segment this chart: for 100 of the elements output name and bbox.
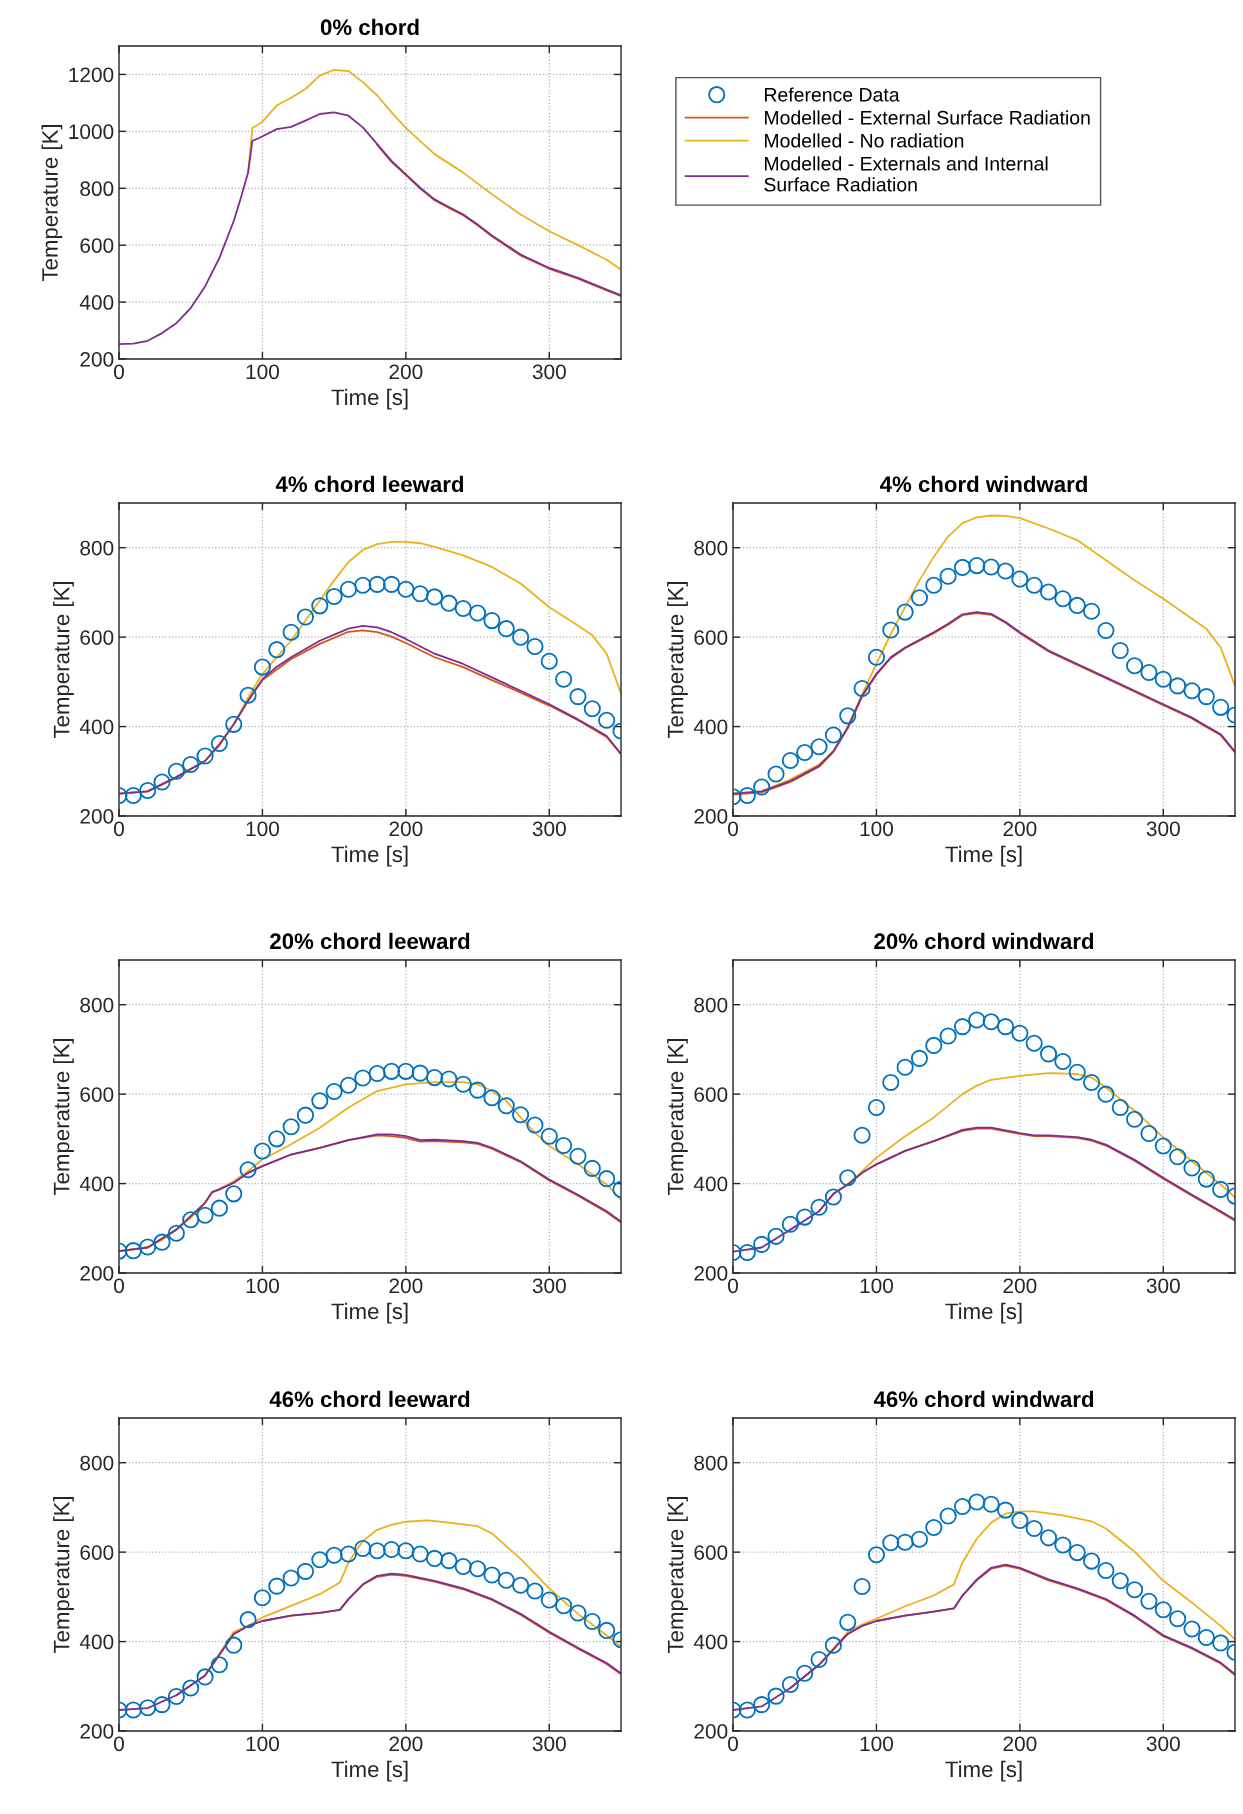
- point: [167, 762, 185, 780]
- point: [1039, 1045, 1058, 1063]
- point: [339, 580, 358, 598]
- point: [325, 587, 343, 605]
- point: [1025, 1519, 1043, 1537]
- point: [824, 1188, 842, 1206]
- point: [1140, 1124, 1158, 1143]
- point: [268, 1577, 286, 1595]
- point: [583, 1612, 601, 1630]
- point: [896, 603, 914, 621]
- x-tick-label: 200: [1003, 821, 1037, 837]
- y-axis-title: Temperature [K]: [53, 582, 74, 739]
- point: [968, 1011, 986, 1029]
- x-tick-label: 0: [114, 1736, 124, 1752]
- point: [810, 1198, 828, 1216]
- point: [1025, 576, 1043, 594]
- y-tick-label: 200: [80, 1724, 114, 1739]
- x-tick-label: 100: [246, 821, 279, 837]
- chart-title: 46% chord windward: [873, 1390, 1094, 1408]
- point: [210, 1199, 228, 1217]
- x-tick-label: 100: [246, 364, 279, 380]
- x-tick-label: 0: [114, 364, 124, 380]
- point: [1083, 1552, 1101, 1570]
- point: [425, 1549, 444, 1567]
- point: [153, 1233, 171, 1251]
- point: [1068, 1063, 1086, 1081]
- point: [497, 1571, 515, 1589]
- point: [354, 1540, 372, 1558]
- point: [569, 688, 587, 706]
- point: [796, 1664, 814, 1682]
- point: [781, 1215, 799, 1233]
- point: [268, 1130, 286, 1148]
- line-series: [247, 68, 621, 271]
- point: [139, 1238, 157, 1256]
- point: [1111, 642, 1129, 660]
- point: [896, 1533, 914, 1551]
- point: [853, 1126, 871, 1144]
- y-tick-label: 200: [694, 1266, 728, 1281]
- y-tick-label: 400: [79, 295, 114, 310]
- point: [925, 576, 943, 594]
- x-tick-label: 300: [1146, 1736, 1180, 1752]
- point: [953, 1018, 972, 1036]
- point: [767, 765, 785, 783]
- chart-title: 0% chord: [320, 18, 419, 36]
- point: [397, 1542, 415, 1560]
- point: [1183, 682, 1201, 700]
- point: [1126, 657, 1144, 675]
- point: [882, 621, 900, 639]
- point: [167, 1224, 185, 1242]
- x-axis-title: Time [s]: [331, 388, 408, 410]
- point: [810, 1650, 828, 1669]
- y-tick-label: 400: [693, 719, 728, 735]
- point: [1197, 688, 1215, 706]
- point: [738, 1243, 756, 1261]
- point: [1025, 1034, 1043, 1052]
- legend-label: Modelled - Externals and Internal Surface Radiation: [764, 156, 1048, 192]
- point: [382, 575, 401, 593]
- point: [454, 599, 472, 618]
- x-tick-label: 100: [860, 1278, 893, 1294]
- point: [796, 1208, 814, 1226]
- point: [540, 1591, 558, 1609]
- x-tick-label: 300: [532, 1278, 566, 1294]
- point: [425, 588, 444, 606]
- point: [583, 1159, 601, 1177]
- y-tick-label: 400: [79, 1176, 114, 1192]
- y-axis-title: Temperature [K]: [53, 1039, 74, 1196]
- x-tick-label: 200: [389, 364, 423, 380]
- y-axis-title: Temperature [K]: [41, 125, 63, 282]
- point: [1054, 590, 1072, 608]
- point: [1054, 1536, 1072, 1554]
- point: [296, 1562, 315, 1580]
- point: [555, 1137, 573, 1155]
- point: [139, 781, 157, 800]
- point: [382, 1540, 401, 1559]
- point: [325, 1082, 343, 1101]
- x-tick-label: 100: [860, 821, 893, 837]
- point: [1083, 1073, 1101, 1092]
- point: [598, 1621, 616, 1639]
- point: [1126, 1581, 1144, 1599]
- x-axis-title: Time [s]: [331, 1760, 408, 1782]
- point: [497, 1097, 515, 1115]
- point: [996, 1018, 1015, 1036]
- point: [953, 558, 972, 576]
- y-tick-label: 400: [693, 1176, 728, 1192]
- point: [853, 1578, 871, 1596]
- point: [982, 558, 1000, 576]
- x-tick-label: 0: [728, 1736, 738, 1752]
- point: [196, 747, 214, 765]
- point: [953, 1497, 972, 1516]
- point: [939, 1027, 957, 1045]
- point: [296, 1106, 315, 1124]
- point: [555, 670, 573, 688]
- point: [1111, 1572, 1129, 1590]
- point: [882, 1073, 900, 1092]
- point: [1039, 583, 1058, 601]
- point: [411, 1064, 429, 1082]
- chart-title: 20% chord leeward: [270, 932, 470, 950]
- point: [839, 707, 857, 725]
- point: [526, 637, 544, 656]
- point: [753, 1235, 771, 1253]
